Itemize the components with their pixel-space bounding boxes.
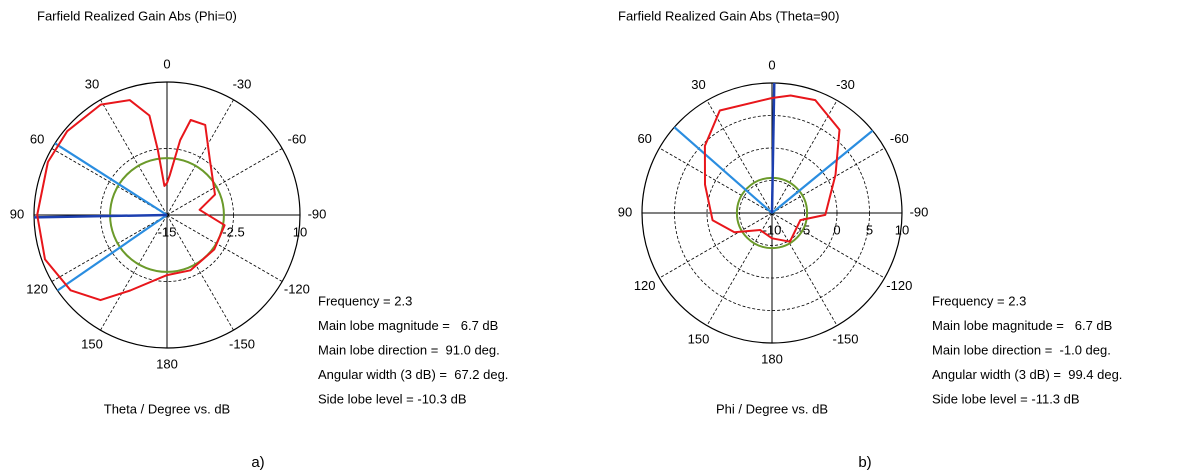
polar-chart: Farfield Realized Gain Abs (Phi=0) 0 30 60 9… bbox=[10, 8, 509, 471]
radial-tick-label: 10 bbox=[293, 224, 307, 239]
info-line: Side lobe level = -10.3 dB bbox=[318, 391, 467, 406]
angle-tick-label: -60 bbox=[288, 131, 307, 146]
angle-tick-label: 0 bbox=[163, 56, 170, 71]
info-line: Side lobe level = -11.3 dB bbox=[932, 391, 1080, 406]
radial-tick-label: -15 bbox=[158, 224, 177, 239]
radial-tick-label: 0 bbox=[833, 222, 840, 237]
beam-width-line bbox=[56, 214, 168, 292]
angle-grid-line bbox=[166, 214, 283, 282]
gain-pattern bbox=[36, 99, 226, 302]
angle-tick-label: 0 bbox=[768, 57, 775, 72]
radial-grid-circle bbox=[100, 148, 234, 282]
radial-tick-label: 5 bbox=[866, 222, 873, 237]
chart-title: Farfield Realized Gain Abs (Theta=90) bbox=[618, 8, 839, 23]
angle-tick-label: -150 bbox=[229, 336, 255, 351]
info-line: Main lobe magnitude = 6.7 dB bbox=[318, 318, 498, 333]
angle-tick-label: 30 bbox=[691, 77, 705, 92]
info-line: Angular width (3 dB) = 99.4 deg. bbox=[932, 367, 1122, 382]
info-line: Main lobe direction = -1.0 deg. bbox=[932, 342, 1111, 357]
info-line: Angular width (3 dB) = 67.2 deg. bbox=[318, 367, 508, 382]
angle-tick-label: 150 bbox=[81, 336, 103, 351]
angle-tick-label: -30 bbox=[836, 77, 855, 92]
radial-grid-circle bbox=[674, 115, 870, 311]
angle-tick-label: -150 bbox=[832, 332, 858, 347]
angle-tick-label: 180 bbox=[761, 351, 783, 366]
angle-tick-label: -30 bbox=[233, 77, 252, 92]
gain-pattern bbox=[703, 94, 841, 243]
angle-tick-label: -90 bbox=[308, 206, 327, 221]
angle-tick-label: -60 bbox=[890, 131, 909, 146]
angle-grid-line bbox=[166, 214, 234, 331]
radial-grid-circle bbox=[33, 81, 301, 349]
angle-tick-label: -120 bbox=[886, 278, 912, 293]
angle-grid-line bbox=[771, 147, 885, 214]
beam-width-line bbox=[771, 129, 874, 214]
angle-grid-line bbox=[51, 214, 168, 282]
info-line: Frequency = 2.3 bbox=[318, 293, 412, 308]
angle-grid-line bbox=[100, 99, 168, 216]
beam-width-line bbox=[673, 126, 773, 214]
angle-tick-label: -120 bbox=[284, 281, 310, 296]
info-line: Frequency = 2.3 bbox=[932, 293, 1026, 308]
angle-grid-line bbox=[659, 212, 773, 279]
axis-label: Phi / Degree vs. dB bbox=[716, 401, 828, 416]
beam-width-line bbox=[54, 142, 168, 216]
radial-tick-label: -2.5 bbox=[222, 224, 244, 239]
angle-tick-label: 30 bbox=[85, 77, 99, 92]
angle-tick-label: -90 bbox=[910, 204, 929, 219]
angle-tick-label: 120 bbox=[26, 281, 48, 296]
angle-tick-label: 90 bbox=[618, 204, 632, 219]
angle-grid-line bbox=[771, 212, 885, 279]
angle-tick-label: 180 bbox=[156, 356, 178, 371]
radial-tick-label: 10 bbox=[895, 222, 909, 237]
angle-tick-label: 60 bbox=[30, 131, 44, 146]
info-line: Main lobe magnitude = 6.7 dB bbox=[932, 318, 1112, 333]
main-lobe-line bbox=[33, 213, 168, 219]
caption: b) bbox=[858, 454, 871, 471]
polar-chart: Farfield Realized Gain Abs (Theta=90) 0 30… bbox=[618, 8, 1123, 471]
angle-tick-label: 120 bbox=[634, 278, 656, 293]
angle-grid-line bbox=[771, 100, 838, 214]
main-lobe-line bbox=[770, 82, 776, 214]
radial-tick-label: -5 bbox=[799, 222, 811, 237]
caption: a) bbox=[251, 454, 264, 471]
axis-label: Theta / Degree vs. dB bbox=[104, 401, 230, 416]
radial-grid-circle bbox=[641, 82, 903, 344]
angle-tick-label: 90 bbox=[10, 206, 24, 221]
angle-tick-label: 60 bbox=[637, 131, 651, 146]
radial-tick-label: -10 bbox=[763, 222, 782, 237]
angle-grid-line bbox=[100, 214, 168, 331]
info-line: Main lobe direction = 91.0 deg. bbox=[318, 342, 500, 357]
angle-tick-label: 150 bbox=[688, 332, 710, 347]
chart-title: Farfield Realized Gain Abs (Phi=0) bbox=[37, 8, 237, 23]
